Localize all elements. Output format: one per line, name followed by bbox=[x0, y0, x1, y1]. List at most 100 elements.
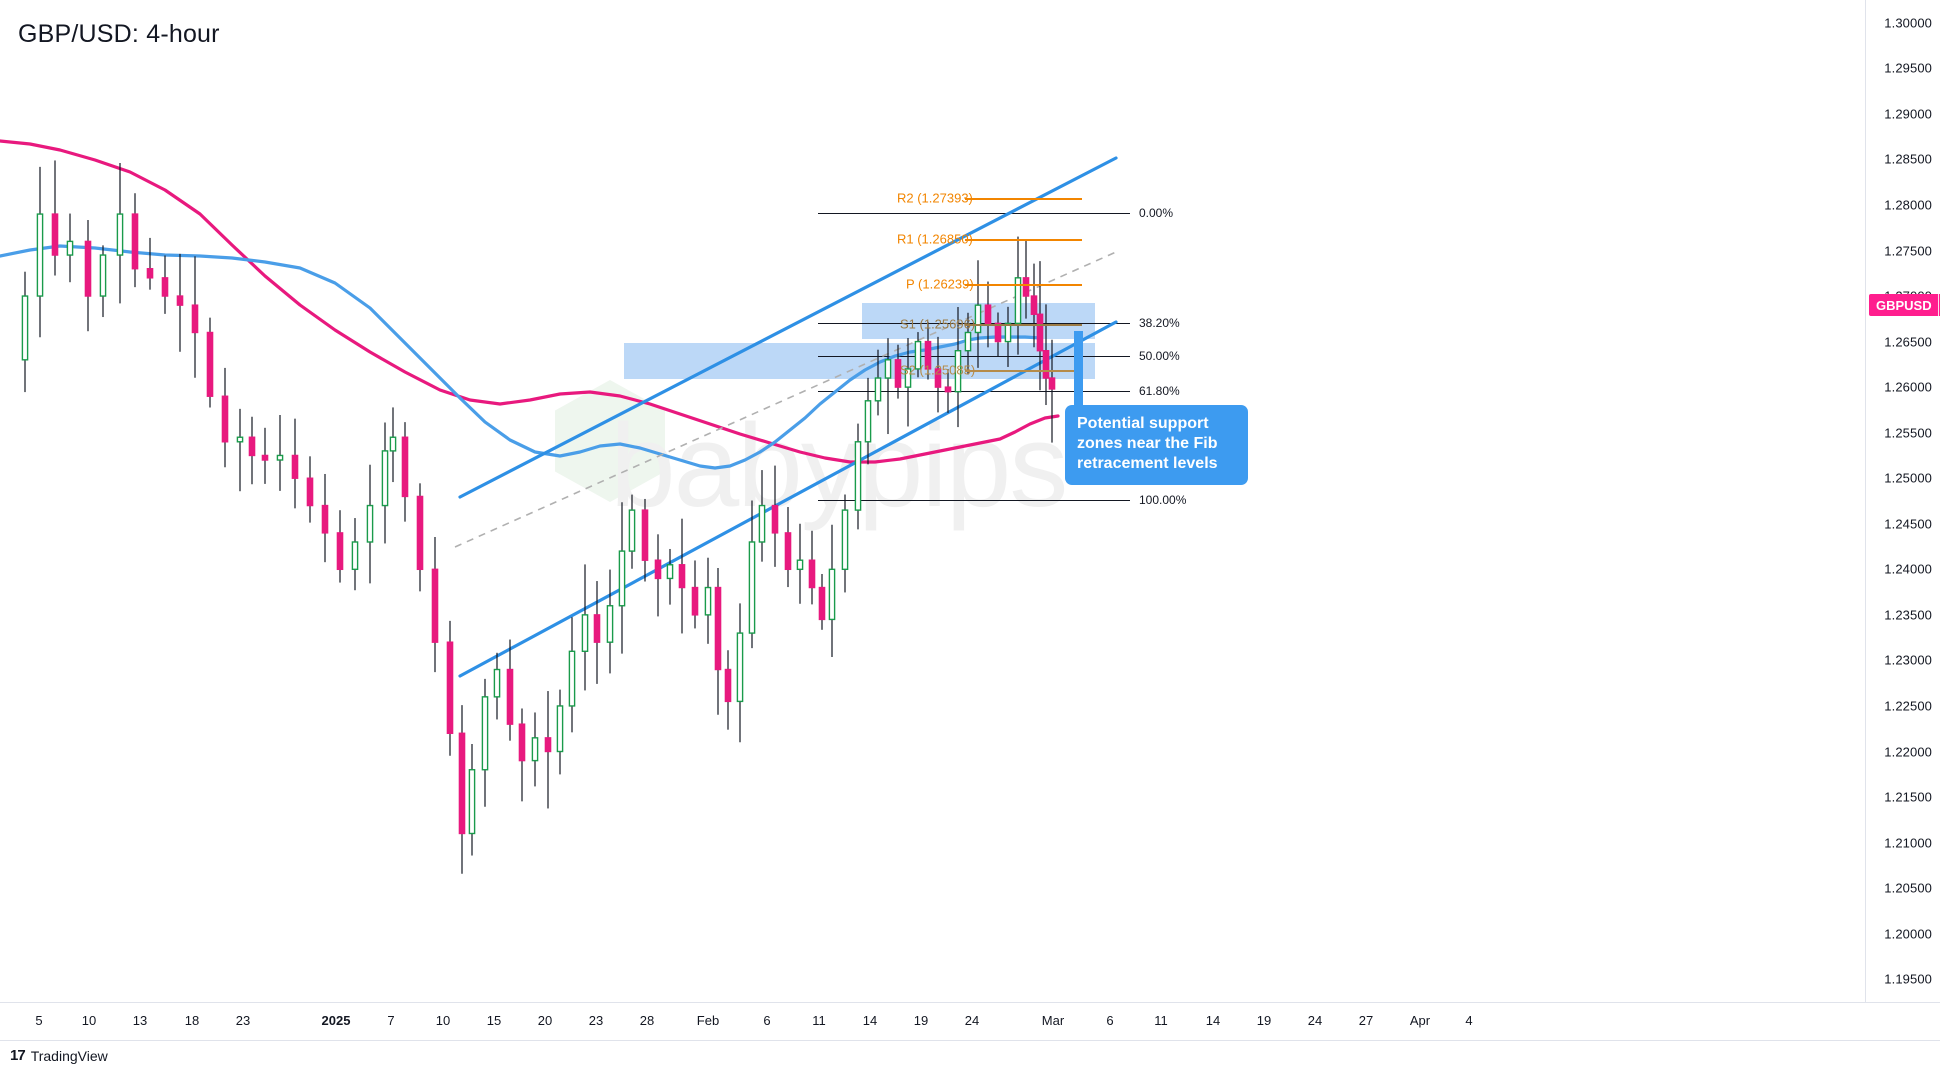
candle-body bbox=[1042, 350, 1050, 379]
candle-body bbox=[291, 454, 299, 479]
time-axis-tick: 6 bbox=[763, 1013, 771, 1028]
candle-body bbox=[818, 586, 826, 621]
candle-body bbox=[381, 450, 389, 507]
time-axis-tick: 28 bbox=[639, 1013, 655, 1028]
price-axis-tick: 1.20500 bbox=[1884, 880, 1932, 896]
candle-body bbox=[321, 504, 329, 534]
fib-level-line bbox=[818, 356, 1130, 357]
time-axis-tick: 19 bbox=[1256, 1013, 1272, 1028]
time-axis-tick: 27 bbox=[1358, 1013, 1374, 1028]
pivot-level-line bbox=[965, 370, 1082, 372]
candle-body bbox=[416, 495, 424, 571]
trendline-channel-upper bbox=[458, 156, 1118, 499]
candle-body bbox=[366, 504, 374, 543]
price-axis-tick: 1.23000 bbox=[1884, 652, 1932, 668]
pivot-level-line bbox=[965, 239, 1082, 241]
fib-level-label: 38.20% bbox=[1139, 316, 1180, 330]
price-axis-tick: 1.19500 bbox=[1884, 971, 1932, 987]
candle-body bbox=[1030, 295, 1038, 315]
candle-body bbox=[518, 723, 526, 762]
time-axis-tick: 20 bbox=[537, 1013, 553, 1028]
candle-body bbox=[904, 368, 912, 388]
time-axis-tick: 15 bbox=[486, 1013, 502, 1028]
time-axis-tick: 18 bbox=[184, 1013, 200, 1028]
price-axis-tick: 1.27500 bbox=[1884, 243, 1932, 258]
candle-body bbox=[864, 400, 872, 443]
time-axis-tick: 11 bbox=[1154, 1013, 1168, 1028]
candle-body bbox=[206, 331, 214, 397]
candle-body bbox=[176, 295, 184, 306]
candle-body bbox=[506, 668, 514, 725]
price-axis-tick: 1.20000 bbox=[1884, 926, 1932, 942]
fib-level-line bbox=[818, 391, 1130, 392]
candle-body bbox=[914, 340, 922, 370]
time-axis[interactable]: 5 10 13 18 23 2025 7 10 15 20 23 28 Feb 6 11 14 19 24 Mar 6… bbox=[0, 1003, 1865, 1040]
fib-level-label: 50.00% bbox=[1139, 349, 1180, 363]
candle-body bbox=[191, 304, 199, 334]
candle-body bbox=[748, 541, 756, 634]
candle-body bbox=[828, 568, 836, 621]
time-axis-tick: 10 bbox=[81, 1013, 97, 1028]
badge-divider bbox=[1937, 294, 1939, 316]
candle-body bbox=[581, 614, 589, 653]
candle-body bbox=[606, 605, 614, 643]
candlestick-group bbox=[21, 160, 1056, 874]
candle-body bbox=[944, 386, 952, 393]
trendline-dashed-midline bbox=[454, 251, 1117, 548]
pivot-level-label: S1 (1.25696) bbox=[900, 316, 976, 332]
candle-body bbox=[131, 213, 139, 270]
time-axis-tick: Feb bbox=[696, 1013, 720, 1028]
candle-body bbox=[934, 368, 942, 388]
fib-level-label: 100.00% bbox=[1139, 493, 1187, 507]
pivot-level-label: R1 (1.26850) bbox=[897, 231, 973, 247]
candle-body bbox=[146, 268, 154, 279]
fib-level-label: 61.80% bbox=[1139, 384, 1180, 398]
price-axis-divider bbox=[1865, 0, 1866, 1002]
candle-body bbox=[431, 568, 439, 643]
candle-body bbox=[21, 295, 29, 361]
price-axis[interactable]: 1.30000 1.29500 1.29000 1.28500 1.28000 1.275… bbox=[1866, 0, 1940, 1002]
candle-body bbox=[593, 614, 601, 643]
time-axis-tick: 24 bbox=[1307, 1013, 1323, 1028]
tradingview-logo[interactable]: 17 TradingView bbox=[10, 1047, 108, 1064]
candle-body bbox=[704, 586, 712, 616]
pivot-level-label: R2 (1.27393) bbox=[897, 190, 973, 206]
annotation-pointer bbox=[1074, 331, 1083, 411]
candle-body bbox=[458, 732, 466, 835]
candle-body bbox=[351, 541, 359, 571]
price-axis-tick: 1.26000 bbox=[1884, 379, 1932, 395]
candle-body bbox=[924, 340, 932, 370]
price-axis-tick: 1.22000 bbox=[1884, 744, 1932, 759]
price-axis-tick: 1.26500 bbox=[1884, 334, 1932, 350]
candle-body bbox=[654, 559, 662, 580]
price-axis-tick: 1.23500 bbox=[1884, 607, 1932, 623]
candle-body bbox=[389, 436, 397, 452]
slow-ma-line bbox=[0, 139, 1060, 464]
candle-body bbox=[236, 436, 244, 443]
candle-body bbox=[641, 509, 649, 561]
chart-plot-area[interactable]: babypips 0.00% 38.20% 50.00% 61.80% 100.00% … bbox=[0, 0, 1865, 1002]
candle-body bbox=[854, 441, 862, 511]
candle-body bbox=[691, 586, 699, 616]
fib-level-line bbox=[818, 213, 1130, 214]
candle-body bbox=[1048, 377, 1056, 390]
annotation-callout: Potential support zones near the Fib ret… bbox=[1065, 405, 1248, 485]
page-title: GBP/USD: 4-hour bbox=[18, 20, 220, 48]
pivot-level-label: S2 (1.25085) bbox=[900, 362, 976, 378]
fib-level-label: 0.00% bbox=[1139, 206, 1174, 220]
candle-body bbox=[1022, 277, 1030, 297]
time-axis-tick: 4 bbox=[1465, 1013, 1473, 1028]
candle-body bbox=[66, 240, 74, 256]
candle-body bbox=[954, 350, 962, 393]
candle-body bbox=[994, 322, 1002, 343]
time-axis-tick: 24 bbox=[964, 1013, 980, 1028]
time-axis-tick: 7 bbox=[387, 1013, 395, 1028]
last-price-badge[interactable]: GBPUSD 1.25968 bbox=[1869, 294, 1940, 316]
candle-body bbox=[618, 550, 626, 607]
candle-body bbox=[714, 586, 722, 671]
candle-body bbox=[306, 477, 314, 507]
candle-body bbox=[161, 277, 169, 297]
time-axis-tick: 2025 bbox=[321, 1013, 351, 1028]
time-axis-tick: 23 bbox=[588, 1013, 604, 1028]
tradingview-label: TradingView bbox=[30, 1047, 108, 1064]
